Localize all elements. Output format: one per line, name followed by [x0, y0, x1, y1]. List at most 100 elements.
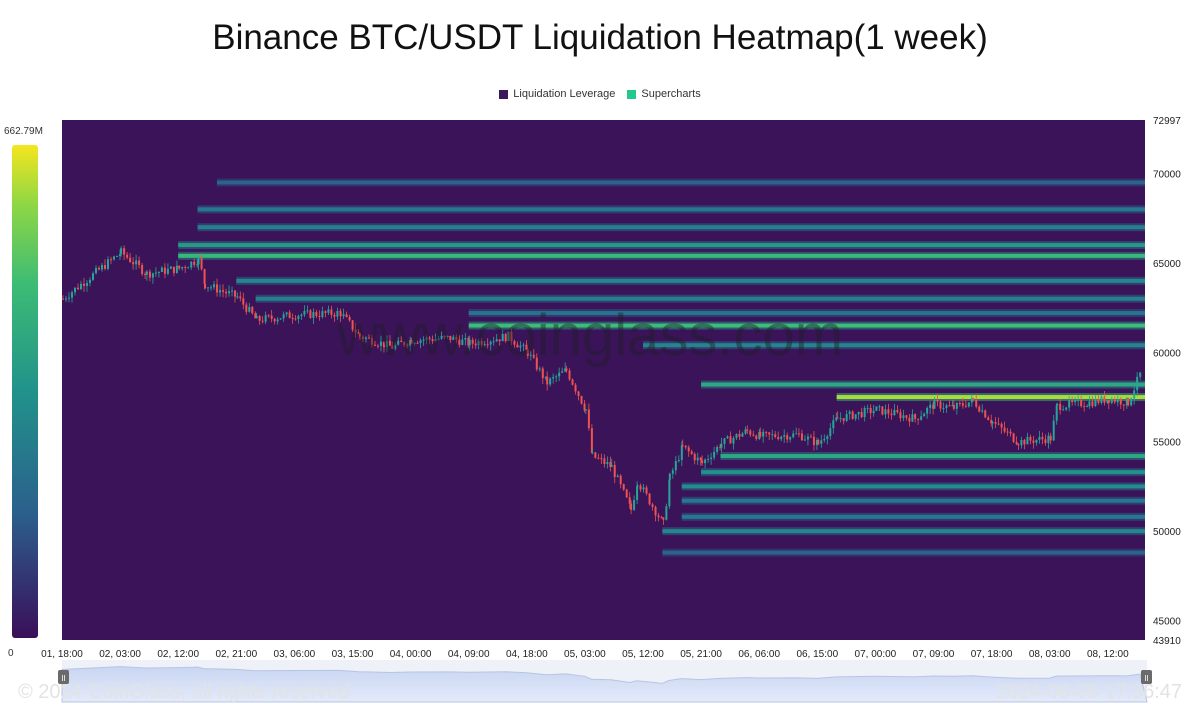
candle-down	[351, 320, 354, 330]
candle-down	[948, 405, 951, 407]
timestamp-text: 2024-08-08 17:36:47	[996, 681, 1182, 703]
x-tick-label: 02, 21:00	[215, 649, 257, 660]
candle-up	[839, 418, 842, 420]
legend-item-supercharts[interactable]: Supercharts	[627, 88, 701, 100]
candle-up	[336, 310, 339, 317]
candle-up	[409, 340, 412, 346]
candle-down	[184, 267, 187, 269]
candle-down	[1029, 436, 1032, 441]
candle-down	[239, 296, 242, 299]
candle-down	[357, 332, 360, 334]
candle-down	[628, 497, 631, 504]
candle-down	[729, 436, 732, 444]
candle-up	[74, 287, 76, 293]
candle-up	[175, 265, 178, 273]
candle-up	[483, 344, 486, 346]
candle-down	[532, 354, 535, 358]
candle-down	[990, 420, 993, 424]
candle-up	[489, 341, 492, 345]
candle-down	[648, 493, 651, 505]
candle-down	[639, 485, 642, 490]
colorbar: 662.79M 0	[4, 126, 43, 659]
candle-up	[207, 287, 210, 289]
candle-down	[1015, 441, 1018, 445]
candle-down	[881, 406, 884, 415]
candle-down	[654, 506, 657, 516]
candle-down	[994, 421, 997, 424]
candle-up	[107, 259, 109, 269]
candle-up	[720, 443, 723, 448]
candle-down	[777, 437, 780, 440]
liquidation-band	[643, 343, 1145, 348]
candle-up	[845, 414, 848, 421]
x-tick-label: 07, 18:00	[971, 649, 1013, 660]
candle-up	[300, 314, 303, 317]
candle-down	[914, 414, 917, 419]
candle-down	[565, 368, 568, 371]
candle-up	[1130, 398, 1133, 406]
candle-down	[842, 418, 845, 421]
x-tick-label: 06, 15:00	[796, 649, 838, 660]
candle-up	[820, 440, 823, 444]
candle-down	[288, 312, 291, 319]
candle-up	[970, 398, 973, 403]
candle-down	[851, 411, 854, 419]
legend-swatch-liquidation-leverage	[499, 89, 509, 99]
candle-down	[690, 451, 693, 454]
candle-up	[933, 399, 936, 409]
candle-up	[561, 371, 564, 373]
candle-down	[817, 440, 820, 444]
candle-down	[1041, 436, 1044, 440]
candle-down	[752, 434, 755, 436]
candle-down	[765, 431, 768, 433]
candle-up	[1106, 400, 1109, 403]
x-tick-label: 01, 18:00	[41, 649, 83, 660]
liquidation-band	[255, 296, 1145, 301]
candle-up	[823, 438, 826, 441]
candle-down	[431, 339, 434, 342]
range-navigator[interactable]: II II	[58, 660, 1152, 703]
candle-up	[101, 265, 103, 270]
candle-down	[997, 423, 1000, 425]
candle-up	[219, 290, 222, 293]
legend-item-liquidation-leverage[interactable]: Liquidation Leverage	[499, 88, 615, 100]
liquidation-band	[836, 395, 1145, 400]
candle-up	[440, 335, 443, 339]
x-tick-label: 08, 03:00	[1029, 649, 1071, 660]
candle-down	[958, 403, 961, 405]
candle-down	[98, 267, 100, 270]
y-axis: 72997 70000 65000 60000 55000 50000 45000 43910	[1153, 116, 1181, 647]
candle-down	[590, 428, 593, 453]
candle-up	[80, 283, 82, 290]
liquidation-band	[468, 311, 1145, 316]
liquidation-band	[681, 484, 1145, 489]
candle-up	[735, 433, 738, 438]
navigator-handle-left[interactable]	[58, 670, 69, 684]
candle-down	[172, 266, 175, 273]
candle-up	[65, 298, 67, 300]
y-tick-label: 65000	[1153, 259, 1181, 270]
candle-up	[1074, 400, 1077, 403]
candle-up	[89, 279, 91, 283]
candle-down	[1032, 440, 1035, 443]
candle-down	[315, 312, 318, 316]
candle-up	[1088, 401, 1091, 407]
navigator-handle-right[interactable]	[1141, 670, 1152, 684]
candle-up	[780, 436, 783, 440]
candle-down	[428, 337, 431, 340]
legend-swatch-supercharts	[627, 89, 637, 99]
candle-down	[294, 318, 297, 320]
candle-up	[1052, 420, 1055, 441]
x-tick-label: 06, 06:00	[738, 649, 780, 660]
plot-area: www.coinglass.com	[62, 120, 1145, 640]
candle-down	[1083, 406, 1086, 408]
candle-up	[492, 341, 495, 343]
candle-up	[1110, 399, 1113, 403]
x-tick-label: 08, 12:00	[1087, 649, 1129, 660]
x-tick-label: 07, 09:00	[913, 649, 955, 660]
candle-down	[449, 335, 452, 340]
candle-up	[832, 420, 835, 429]
candle-up	[815, 440, 818, 446]
candle-up	[981, 410, 984, 412]
candle-down	[693, 453, 696, 461]
